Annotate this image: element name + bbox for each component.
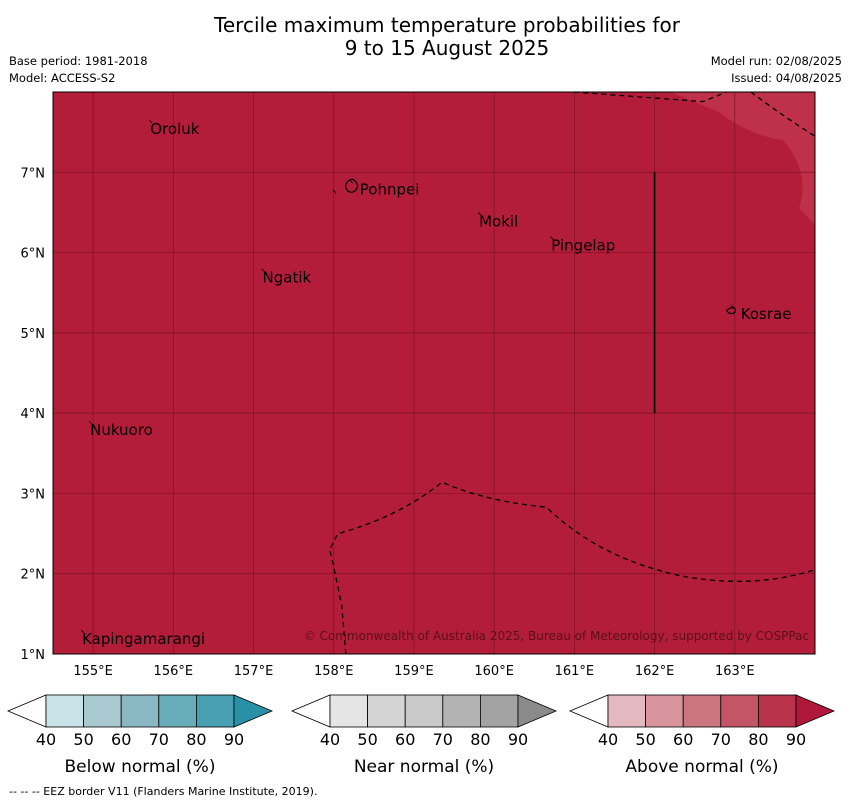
base-period-info: Base period: 1981-2018 Model: ACCESS-S2 bbox=[9, 53, 148, 87]
x-tick-label: 155°E bbox=[73, 664, 113, 679]
y-tick-label: 5°N bbox=[21, 327, 46, 342]
legend-color-segment bbox=[120, 694, 160, 728]
legend-tick-label: 60 bbox=[395, 730, 415, 749]
legend-upper-triangle bbox=[233, 694, 274, 728]
x-tick-label: 156°E bbox=[154, 664, 194, 679]
legend-tick-label: 80 bbox=[748, 730, 768, 749]
model-run-date: Model run: 02/08/2025 bbox=[710, 54, 842, 68]
pohnpei-outline bbox=[345, 178, 359, 193]
legend-tick-label: 40 bbox=[36, 730, 56, 749]
ant-atoll-mark bbox=[332, 189, 337, 194]
eez-footnote: -- -- -- EEZ border V11 (Flanders Marine… bbox=[9, 785, 318, 798]
legend-color-segment bbox=[404, 694, 444, 728]
legend-color-segment bbox=[367, 694, 406, 728]
eez-border-south bbox=[329, 481, 816, 655]
legend-color-segment bbox=[158, 694, 197, 728]
x-tick-label: 163°E bbox=[715, 664, 755, 679]
y-tick-label: 1°N bbox=[21, 648, 46, 663]
kosrae-outline bbox=[726, 307, 737, 315]
model-run-info: Model run: 02/08/2025 Issued: 04/08/2025 bbox=[711, 53, 842, 87]
legend-tick-label: 70 bbox=[711, 730, 731, 749]
legend-near-normal: 40 50 60 70 80 90 Near normal (%) bbox=[290, 694, 558, 777]
y-tick-label: 3°N bbox=[21, 487, 46, 502]
place-label-ngatik: Ngatik bbox=[263, 269, 312, 287]
legend-color-segment bbox=[479, 694, 519, 728]
place-marker bbox=[261, 268, 265, 272]
legend-lower-triangle bbox=[6, 694, 47, 728]
legend-color-segment bbox=[195, 694, 235, 728]
place-marker bbox=[88, 420, 93, 425]
base-period: Base period: 1981-2018 bbox=[9, 54, 148, 68]
eez-border-northeast bbox=[750, 91, 816, 137]
x-tick-label: 161°E bbox=[555, 664, 595, 679]
copyright-notice: © Commonwealth of Australia 2025, Bureau… bbox=[304, 629, 809, 643]
legend-upper-triangle bbox=[517, 694, 558, 728]
legend-color-segment bbox=[758, 694, 797, 728]
legend-tick-label: 40 bbox=[320, 730, 340, 749]
y-tick-label: 4°N bbox=[21, 407, 46, 422]
legend-color-segment bbox=[83, 694, 122, 728]
legend-tick-label: 50 bbox=[635, 730, 655, 749]
place-marker bbox=[477, 212, 482, 216]
model-name: Model: ACCESS-S2 bbox=[9, 71, 116, 85]
x-tick-label: 159°E bbox=[394, 664, 434, 679]
legend-tick-label: 90 bbox=[786, 730, 806, 749]
lower-probability-patch bbox=[670, 92, 815, 225]
legend-color-segment bbox=[329, 694, 368, 728]
legend-title: Above normal (%) bbox=[625, 757, 778, 777]
legend-color-segment bbox=[682, 694, 722, 728]
legend-title: Below normal (%) bbox=[65, 757, 216, 777]
place-marker bbox=[550, 236, 554, 240]
legend-title: Near normal (%) bbox=[354, 757, 494, 777]
legend-tick-label: 80 bbox=[470, 730, 490, 749]
y-tick-label: 7°N bbox=[21, 166, 46, 181]
place-label-oroluk: Oroluk bbox=[150, 120, 199, 138]
legend-below-normal: 40 50 60 70 80 90 Below normal (%) bbox=[6, 694, 274, 777]
legend-tick-label: 50 bbox=[73, 730, 93, 749]
place-marker bbox=[148, 119, 153, 124]
probability-field bbox=[53, 92, 815, 654]
eez-border-north bbox=[574, 91, 728, 103]
legend-above-normal: 40 50 60 70 80 90 Above normal (%) bbox=[568, 694, 836, 777]
legend-tick-label: 90 bbox=[224, 730, 244, 749]
title-line-1: Tercile maximum temperature probabilitie… bbox=[214, 13, 680, 37]
legend-color-segment bbox=[442, 694, 481, 728]
map-title: Tercile maximum temperature probabilitie… bbox=[0, 14, 850, 60]
map-frame bbox=[52, 91, 816, 655]
legend-tick-label: 60 bbox=[111, 730, 131, 749]
legend-lower-triangle bbox=[568, 694, 609, 728]
y-tick-label: 2°N bbox=[21, 568, 46, 583]
legend-tick-label: 40 bbox=[598, 730, 618, 749]
x-tick-label: 157°E bbox=[234, 664, 274, 679]
legend-color-segment bbox=[607, 694, 646, 728]
legend-tick-label: 70 bbox=[433, 730, 453, 749]
place-label-pingelap: Pingelap bbox=[551, 237, 615, 255]
place-label-pohnpei: Pohnpei bbox=[360, 180, 420, 198]
legend-tick-label: 60 bbox=[673, 730, 693, 749]
legend-color-segment bbox=[645, 694, 684, 728]
issued-date: Issued: 04/08/2025 bbox=[731, 71, 842, 85]
legend-color-segment bbox=[45, 694, 84, 728]
place-label-nukuoro: Nukuoro bbox=[90, 421, 153, 439]
legend-color-segment bbox=[720, 694, 759, 728]
place-marker bbox=[349, 180, 354, 184]
x-tick-label: 162°E bbox=[635, 664, 675, 679]
place-marker bbox=[730, 304, 735, 309]
legend-tick-label: 70 bbox=[149, 730, 169, 749]
place-label-mokil: Mokil bbox=[479, 212, 518, 230]
legend-tick-label: 90 bbox=[508, 730, 528, 749]
place-marker bbox=[80, 629, 85, 634]
place-label-kosrae: Kosrae bbox=[741, 305, 792, 323]
legend-tick-label: 80 bbox=[186, 730, 206, 749]
x-tick-label: 160°E bbox=[474, 664, 514, 679]
title-line-2: 9 to 15 August 2025 bbox=[344, 36, 550, 60]
y-tick-label: 6°N bbox=[21, 247, 46, 262]
place-label-kapingamarangi: Kapingamarangi bbox=[82, 630, 205, 648]
legend-tick-label: 50 bbox=[357, 730, 377, 749]
legend-lower-triangle bbox=[290, 694, 331, 728]
legend-upper-triangle bbox=[795, 694, 836, 728]
x-tick-label: 158°E bbox=[314, 664, 354, 679]
